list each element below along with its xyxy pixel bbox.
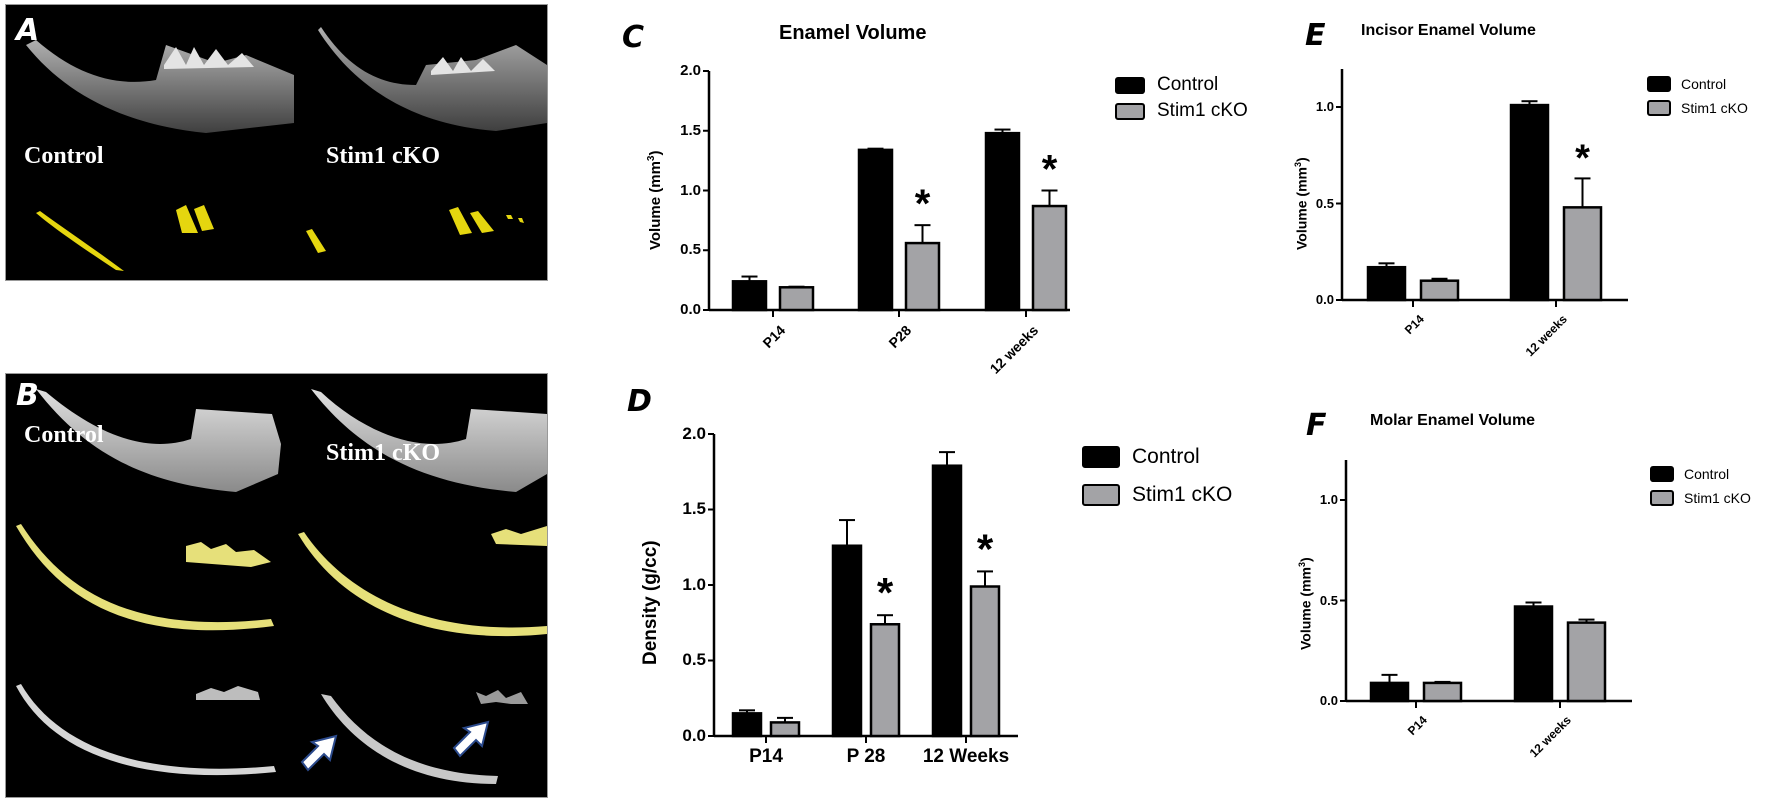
- swatch-cko: [1115, 102, 1145, 120]
- legend-item-control: Control: [1115, 72, 1248, 98]
- bar-control: [984, 131, 1021, 312]
- panel-letter-a: A: [16, 13, 40, 48]
- legend-item-control: Control: [1647, 72, 1748, 96]
- y-tick-label: 1.5: [682, 499, 706, 519]
- x-tick-label: P 28: [846, 746, 886, 767]
- panel-letter-f: F: [1306, 408, 1327, 443]
- chart-d-ylabel: Density (g/cc): [640, 540, 661, 665]
- bar-control: [1513, 605, 1554, 703]
- chart-f-title: Molar Enamel Volume: [1370, 412, 1536, 429]
- y-tick-label: 0.0: [1315, 292, 1334, 308]
- bar-cko: [1419, 279, 1460, 302]
- chart-d-legend: Control Stim1 cKO: [1082, 438, 1232, 514]
- chart-e: *: [1336, 69, 1628, 307]
- swatch-cko: [1650, 490, 1674, 506]
- bar-cko: [869, 623, 901, 738]
- label-stim1-cko: Stim1 cKO: [326, 143, 440, 169]
- swatch-cko: [1082, 484, 1120, 506]
- chart-e-legend: Control Stim1 cKO: [1647, 72, 1748, 120]
- arrow-icon: [300, 720, 490, 772]
- bar-control: [1366, 265, 1407, 302]
- bar-cko: [778, 286, 815, 312]
- y-tick-label: 1.0: [682, 574, 706, 594]
- y-tick-label: 1.0: [680, 181, 701, 199]
- significance-marker: *: [877, 569, 894, 616]
- chart-f: [1340, 460, 1632, 708]
- chart-c-title: Enamel Volume: [779, 22, 927, 44]
- y-tick-label: 2.0: [680, 62, 701, 79]
- bar-control: [1369, 681, 1410, 703]
- y-tick-label: 0.5: [682, 650, 706, 670]
- swatch-control: [1115, 76, 1145, 94]
- panel-letter-b: B: [16, 378, 39, 413]
- panel-b-image: B Control Stim1 cKO: [5, 373, 548, 798]
- legend-item-cko: Stim1 cKO: [1650, 486, 1751, 510]
- significance-marker: *: [1575, 137, 1590, 179]
- bar-cko: [1031, 204, 1068, 312]
- y-tick-label: 0.5: [1315, 195, 1334, 211]
- y-tick-label: 0.5: [680, 241, 701, 259]
- significance-marker: *: [915, 182, 931, 226]
- bar-cko: [904, 241, 941, 312]
- bar-control: [731, 280, 768, 312]
- legend-item-cko: Stim1 cKO: [1115, 98, 1248, 124]
- legend-item-control: Control: [1650, 462, 1751, 486]
- y-tick-label: 0.0: [1319, 693, 1338, 709]
- bar-cko: [1562, 206, 1603, 302]
- chart-d: **: [708, 433, 1018, 743]
- chart-c-ylabel: Volume (mm3): [646, 150, 664, 250]
- swatch-control: [1082, 446, 1120, 468]
- chart-c: **: [703, 70, 1070, 317]
- chart-f-legend: Control Stim1 cKO: [1650, 462, 1751, 510]
- mandible-ct-render: [26, 27, 547, 271]
- significance-marker: *: [977, 525, 994, 572]
- y-tick-label: 0.0: [680, 301, 701, 318]
- panel-letter-e: E: [1305, 18, 1326, 53]
- bar-cko: [1566, 621, 1607, 703]
- panel-letter-c: C: [622, 20, 645, 55]
- significance-marker: *: [1042, 148, 1058, 192]
- y-tick-label: 2.0: [682, 423, 706, 443]
- bar-control: [857, 148, 894, 312]
- label-control: Control: [24, 143, 104, 169]
- panel-a-image: A Control Stim1 cKO: [5, 4, 548, 281]
- y-tick-label: 1.0: [1315, 99, 1334, 115]
- bar-control: [1509, 103, 1550, 302]
- label-stim1-cko: Stim1 cKO: [326, 440, 440, 466]
- y-tick-label: 1.0: [1319, 492, 1338, 508]
- mandible-enamel-render: [16, 389, 547, 784]
- label-control: Control: [24, 422, 104, 448]
- bar-control: [831, 544, 863, 738]
- bar-cko: [969, 585, 1001, 738]
- panel-letter-d: D: [627, 384, 652, 419]
- y-tick-label: 0.0: [682, 725, 706, 745]
- swatch-control: [1647, 76, 1671, 92]
- bar-control: [931, 464, 963, 738]
- x-tick-label: 12 Weeks: [922, 746, 1010, 767]
- chart-e-title: Incisor Enamel Volume: [1361, 22, 1536, 39]
- chart-c-legend: Control Stim1 cKO: [1115, 72, 1248, 124]
- bar-control: [731, 712, 763, 738]
- y-tick-label: 0.5: [1319, 592, 1338, 608]
- legend-item-cko: Stim1 cKO: [1082, 476, 1232, 514]
- x-tick-label: P14: [749, 746, 783, 767]
- y-tick-label: 1.5: [680, 121, 701, 139]
- swatch-cko: [1647, 100, 1671, 116]
- bar-cko: [769, 721, 801, 738]
- bar-cko: [1422, 681, 1463, 703]
- legend-item-cko: Stim1 cKO: [1647, 96, 1748, 120]
- swatch-control: [1650, 466, 1674, 482]
- legend-item-control: Control: [1082, 438, 1232, 476]
